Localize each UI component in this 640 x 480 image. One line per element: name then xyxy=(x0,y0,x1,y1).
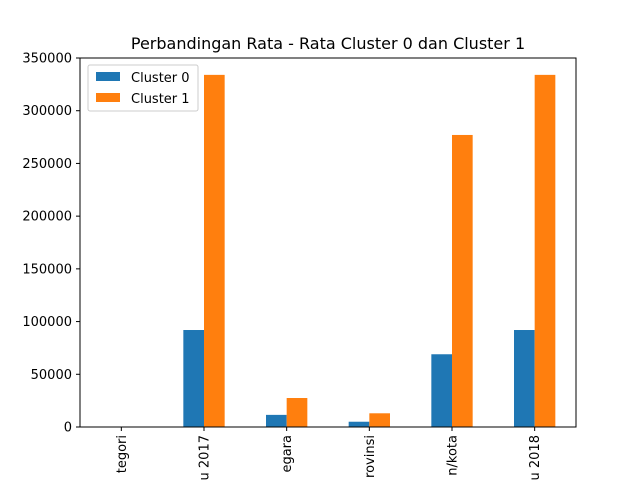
x-tick-label: u 2018 xyxy=(528,435,543,480)
legend-label: Cluster 1 xyxy=(131,92,190,107)
legend-label: Cluster 0 xyxy=(131,71,190,86)
bar-cluster-0-4 xyxy=(431,354,452,427)
x-tick-label: egara xyxy=(280,435,295,473)
bar-cluster-0-2 xyxy=(266,414,287,427)
x-tick-label: u 2017 xyxy=(198,435,213,480)
bar-cluster-0-3 xyxy=(348,421,370,427)
bar-cluster-1-2 xyxy=(286,398,308,427)
plot-frame xyxy=(79,57,577,428)
bar-cluster-0-5 xyxy=(514,330,535,427)
legend-swatch xyxy=(96,93,120,102)
y-tick-label: 0 xyxy=(64,421,72,436)
bars-layer xyxy=(183,74,556,428)
y-tick-label: 350000 xyxy=(22,52,72,67)
bar-cluster-0-1 xyxy=(183,330,204,427)
legend-swatch xyxy=(96,72,120,81)
x-tick-label: rovinsi xyxy=(363,435,378,478)
x-tick-label: n/kota xyxy=(446,435,461,476)
bar-cluster-1-5 xyxy=(534,74,556,428)
y-tick-label: 250000 xyxy=(22,157,72,172)
y-tick-label: 100000 xyxy=(22,315,72,330)
axes-layer: 0 50000 100000 150000 200000 250000 300000 3500… xyxy=(22,52,577,480)
y-tick-label: 300000 xyxy=(22,104,72,119)
x-tick-label: tegori xyxy=(115,435,130,473)
bar-cluster-1-1 xyxy=(204,74,225,428)
bar-cluster-1-4 xyxy=(452,134,473,427)
y-tick-label: 50000 xyxy=(31,368,72,383)
chart-title: Perbandingan Rata - Rata Cluster 0 dan C… xyxy=(131,34,525,53)
bar-cluster-1-3 xyxy=(369,413,390,427)
y-tick-label: 200000 xyxy=(22,210,72,225)
legend: Cluster 0 Cluster 1 xyxy=(87,64,199,112)
y-tick-label: 150000 xyxy=(22,262,72,277)
